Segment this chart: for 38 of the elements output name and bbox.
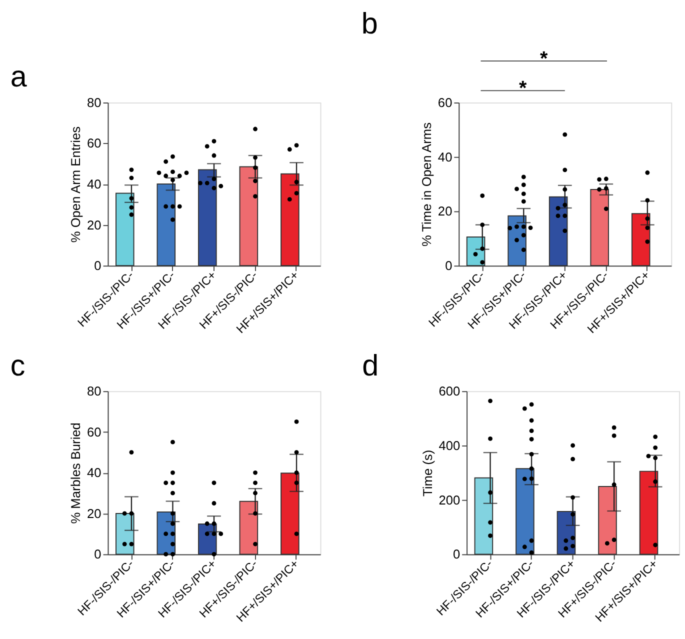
- bar: [156, 184, 176, 266]
- bar: [198, 169, 217, 266]
- y-tick-label: 60: [87, 424, 102, 440]
- y-tick-label: 60: [87, 136, 102, 151]
- text: *: [518, 78, 527, 100]
- bar: [516, 468, 534, 555]
- bar: [590, 188, 609, 266]
- y-axis-title: % Marbles Buried: [68, 422, 84, 524]
- y-axis-title: % Open Arm Entries: [68, 126, 84, 243]
- y-tick-label: 20: [87, 506, 102, 521]
- y-tick-label: 40: [87, 465, 102, 480]
- y-tick-label: 40: [438, 149, 452, 164]
- y-tick-label: 200: [438, 492, 460, 508]
- bar: [631, 213, 650, 266]
- bar: [116, 192, 134, 266]
- y-axis-title: Time (s): [420, 450, 435, 496]
- bar: [116, 512, 134, 555]
- chart-title: c: [10, 349, 26, 382]
- y-tick-label: 0: [94, 546, 102, 562]
- y-tick-label: 600: [438, 384, 460, 399]
- y-axis-title: % Time in Open Arms: [419, 122, 434, 247]
- chart-title: d: [362, 349, 379, 382]
- y-tick-label: 60: [438, 94, 452, 110]
- y-tick-label: 0: [445, 258, 452, 274]
- y-tick-label: 80: [87, 94, 102, 110]
- y-tick-label: 400: [438, 438, 460, 453]
- y-tick-label: 20: [438, 204, 452, 219]
- y-tick-label: 20: [87, 217, 102, 232]
- bar: [474, 477, 494, 555]
- y-tick-label: 80: [87, 384, 102, 399]
- text: *: [540, 48, 548, 70]
- bar: [639, 470, 658, 555]
- y-tick-label: 0: [94, 258, 102, 274]
- bar: [548, 196, 568, 266]
- y-tick-label: 40: [87, 176, 102, 192]
- chart-title: a: [10, 60, 28, 94]
- chart-title: b: [361, 7, 378, 40]
- y-tick-label: 0: [452, 546, 460, 562]
